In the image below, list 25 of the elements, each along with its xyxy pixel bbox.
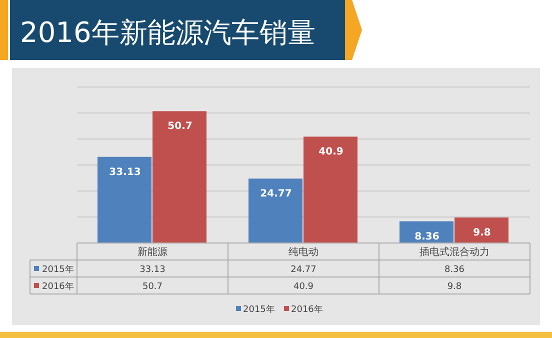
x-tick-label: 新能源 (138, 246, 168, 258)
text: 2016年 (42, 282, 74, 292)
bar (454, 218, 508, 243)
text: 8.36 (444, 265, 465, 275)
bar (98, 156, 152, 243)
data-label: 50.7 (168, 121, 192, 132)
bar (152, 111, 206, 243)
data-label: 40.9 (318, 146, 344, 158)
text: 24.77 (290, 265, 316, 275)
text: 40.9 (293, 282, 314, 292)
text: 2015年 (243, 305, 275, 315)
data-label: 33.13 (109, 166, 141, 178)
data-label: 9.8 (473, 228, 491, 239)
chart-title: 2016年新能源汽车销量 (20, 16, 316, 49)
text: 9.8 (447, 282, 462, 292)
x-tick-label: 插电式混合动力 (420, 246, 490, 258)
text: 50.7 (142, 282, 163, 292)
data-label: 8.36 (414, 231, 440, 242)
legend-label: 2016年 (291, 304, 323, 315)
data-label: 24.77 (260, 188, 292, 200)
bar (248, 178, 302, 243)
legend-label: 2015年 (42, 264, 74, 275)
bar (304, 136, 358, 243)
x-tick-label: 纯电动 (288, 246, 318, 258)
text: 33.13 (140, 265, 166, 275)
